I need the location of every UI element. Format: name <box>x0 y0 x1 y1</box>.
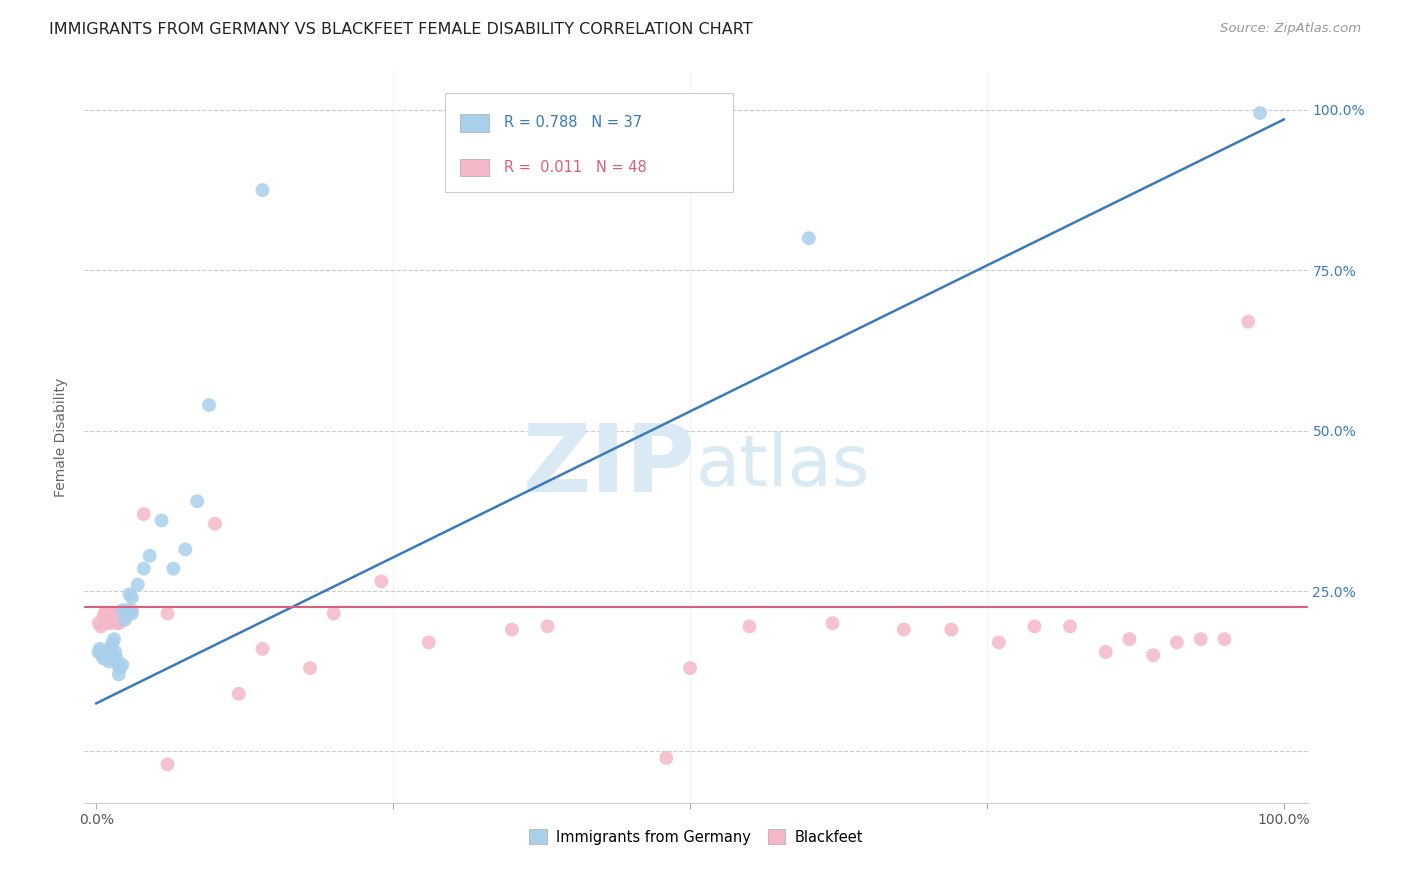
Point <box>156 757 179 772</box>
Point <box>1142 648 1164 663</box>
Point <box>655 751 678 765</box>
Point <box>738 619 761 633</box>
Point <box>115 603 138 617</box>
Point <box>103 607 125 621</box>
Point <box>105 651 128 665</box>
Point <box>107 609 129 624</box>
Point <box>252 641 274 656</box>
Point <box>501 623 523 637</box>
Point <box>118 587 141 601</box>
Point <box>96 613 118 627</box>
Text: ZIP: ZIP <box>523 420 696 512</box>
Point <box>115 609 138 624</box>
Point <box>132 507 155 521</box>
Point <box>162 561 184 575</box>
Legend: Immigrants from Germany, Blackfeet: Immigrants from Germany, Blackfeet <box>523 823 869 850</box>
Point <box>893 623 915 637</box>
Point <box>93 607 115 621</box>
Point <box>100 645 122 659</box>
Point <box>370 574 392 589</box>
Point <box>107 657 129 672</box>
Point <box>101 607 124 621</box>
Point <box>94 645 117 659</box>
Point <box>1237 315 1260 329</box>
Point <box>87 616 110 631</box>
Point <box>138 549 160 563</box>
Point <box>111 607 134 621</box>
Point <box>97 616 120 631</box>
Point <box>1059 619 1081 633</box>
Point <box>1094 645 1116 659</box>
Point <box>198 398 221 412</box>
Bar <box>460 114 489 132</box>
Point <box>252 183 274 197</box>
FancyBboxPatch shape <box>446 94 733 192</box>
Point <box>228 687 250 701</box>
Text: IMMIGRANTS FROM GERMANY VS BLACKFEET FEMALE DISABILITY CORRELATION CHART: IMMIGRANTS FROM GERMANY VS BLACKFEET FEM… <box>49 22 752 37</box>
Point <box>94 607 117 621</box>
Point <box>96 651 118 665</box>
Point <box>93 651 115 665</box>
Point <box>1189 632 1212 647</box>
Point <box>121 603 143 617</box>
Y-axis label: Female Disability: Female Disability <box>55 377 69 497</box>
Point <box>107 667 129 681</box>
Point <box>100 607 122 621</box>
Point <box>108 661 131 675</box>
Point <box>121 607 143 621</box>
Point <box>104 613 127 627</box>
Point <box>98 655 121 669</box>
Point <box>97 651 120 665</box>
Point <box>1213 632 1236 647</box>
Point <box>536 619 558 633</box>
Point <box>90 619 112 633</box>
Point <box>103 632 125 647</box>
Point <box>127 577 149 591</box>
Text: R = 0.788   N = 37: R = 0.788 N = 37 <box>503 115 643 130</box>
Point <box>89 641 111 656</box>
Point <box>111 657 134 672</box>
Point <box>93 609 115 624</box>
Point <box>91 648 114 663</box>
Point <box>101 635 124 649</box>
Point <box>298 661 321 675</box>
Point <box>150 514 173 528</box>
Point <box>108 609 131 624</box>
Point <box>93 648 115 663</box>
Point <box>797 231 820 245</box>
Point <box>1024 619 1046 633</box>
Point <box>821 616 844 631</box>
Point <box>987 635 1010 649</box>
Point <box>1118 632 1140 647</box>
Point <box>132 561 155 575</box>
Point <box>204 516 226 531</box>
Point <box>111 603 134 617</box>
Text: Source: ZipAtlas.com: Source: ZipAtlas.com <box>1220 22 1361 36</box>
Point <box>100 609 122 624</box>
Point <box>121 591 143 605</box>
Point <box>87 645 110 659</box>
Point <box>98 616 121 631</box>
Text: R =  0.011   N = 48: R = 0.011 N = 48 <box>503 160 647 175</box>
Point <box>1249 106 1271 120</box>
Point <box>1166 635 1188 649</box>
Point <box>679 661 702 675</box>
Point <box>114 613 136 627</box>
Text: atlas: atlas <box>696 432 870 500</box>
Point <box>90 645 112 659</box>
Point <box>100 639 122 653</box>
Point <box>107 616 129 631</box>
Point <box>174 542 197 557</box>
Point <box>105 616 128 631</box>
Point <box>322 607 344 621</box>
Point <box>104 645 127 659</box>
Point <box>186 494 208 508</box>
Bar <box>460 159 489 176</box>
Point <box>156 607 179 621</box>
Point <box>418 635 440 649</box>
Point <box>941 623 963 637</box>
